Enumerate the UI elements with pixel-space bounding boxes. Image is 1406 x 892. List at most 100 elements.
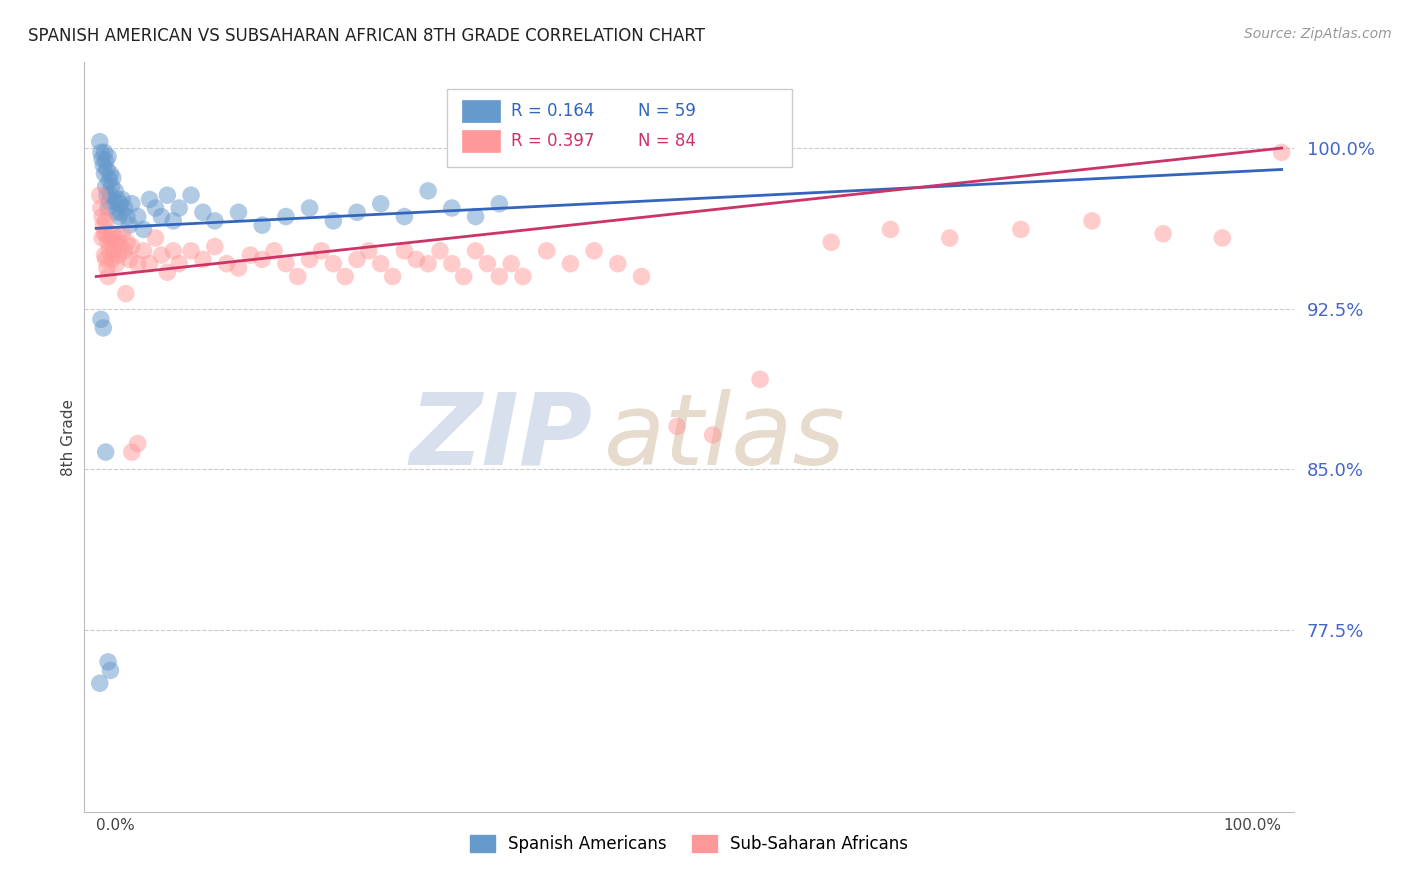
- Point: [440, 201, 463, 215]
- Point: [98, 244, 121, 258]
- Point: [405, 252, 427, 267]
- Point: [90, 201, 112, 215]
- Point: [418, 257, 440, 271]
- Point: [167, 257, 190, 271]
- Point: [91, 231, 114, 245]
- Point: [100, 664, 122, 678]
- Point: [98, 173, 121, 187]
- Point: [94, 153, 117, 168]
- Point: [145, 201, 167, 215]
- Point: [103, 194, 125, 209]
- Point: [104, 184, 127, 198]
- Point: [96, 162, 118, 177]
- Point: [298, 252, 321, 267]
- Point: [97, 201, 120, 215]
- Point: [239, 248, 262, 262]
- Point: [370, 257, 392, 271]
- Point: [429, 244, 451, 258]
- Point: [96, 188, 118, 202]
- Point: [100, 188, 122, 202]
- FancyBboxPatch shape: [447, 88, 792, 168]
- Point: [583, 244, 606, 258]
- Point: [91, 210, 114, 224]
- Point: [100, 231, 122, 245]
- Point: [101, 171, 124, 186]
- Point: [512, 269, 534, 284]
- Point: [89, 188, 111, 202]
- Point: [370, 196, 392, 211]
- Point: [1010, 222, 1032, 236]
- Point: [346, 205, 368, 219]
- Point: [298, 201, 321, 215]
- Point: [138, 193, 160, 207]
- Point: [488, 269, 510, 284]
- Point: [228, 260, 250, 275]
- Point: [630, 269, 652, 284]
- Point: [94, 252, 117, 267]
- Point: [91, 218, 114, 232]
- Point: [357, 244, 380, 258]
- Text: 100.0%: 100.0%: [1223, 818, 1282, 833]
- Point: [100, 179, 122, 194]
- Point: [501, 257, 523, 271]
- Point: [121, 239, 143, 253]
- Point: [156, 188, 179, 202]
- Point: [477, 257, 499, 271]
- Point: [1081, 214, 1104, 228]
- Text: N = 59: N = 59: [638, 103, 696, 120]
- Point: [204, 239, 226, 253]
- FancyBboxPatch shape: [461, 100, 501, 122]
- Point: [118, 218, 141, 232]
- Point: [96, 227, 118, 241]
- Point: [162, 244, 184, 258]
- Point: [111, 193, 134, 207]
- Point: [115, 235, 138, 250]
- Point: [702, 428, 724, 442]
- Point: [127, 436, 149, 450]
- Text: 0.0%: 0.0%: [96, 818, 135, 833]
- Point: [204, 214, 226, 228]
- Text: ZIP: ZIP: [409, 389, 592, 485]
- Point: [536, 244, 558, 258]
- Point: [150, 248, 173, 262]
- Point: [121, 196, 143, 211]
- Point: [560, 257, 582, 271]
- Point: [108, 239, 131, 253]
- Point: [101, 227, 124, 241]
- Text: SPANISH AMERICAN VS SUBSAHARAN AFRICAN 8TH GRADE CORRELATION CHART: SPANISH AMERICAN VS SUBSAHARAN AFRICAN 8…: [28, 27, 706, 45]
- Point: [115, 210, 138, 224]
- Text: R = 0.397: R = 0.397: [512, 132, 595, 150]
- Point: [94, 214, 117, 228]
- Text: N = 84: N = 84: [638, 132, 696, 150]
- Legend: Spanish Americans, Sub-Saharan Africans: Spanish Americans, Sub-Saharan Africans: [463, 828, 915, 860]
- Point: [97, 655, 120, 669]
- Point: [104, 235, 127, 250]
- Point: [93, 227, 115, 241]
- Point: [215, 257, 238, 271]
- Point: [1211, 231, 1233, 245]
- Point: [93, 248, 115, 262]
- Point: [191, 252, 214, 267]
- Point: [107, 248, 129, 262]
- Point: [89, 676, 111, 690]
- Point: [97, 235, 120, 250]
- Point: [127, 210, 149, 224]
- Point: [606, 257, 628, 271]
- Point: [100, 167, 122, 181]
- Point: [94, 445, 117, 459]
- Point: [666, 419, 689, 434]
- Point: [322, 214, 344, 228]
- Text: atlas: atlas: [605, 389, 846, 485]
- Point: [127, 257, 149, 271]
- Point: [381, 269, 404, 284]
- Point: [333, 269, 356, 284]
- Text: R = 0.164: R = 0.164: [512, 103, 595, 120]
- Point: [1152, 227, 1174, 241]
- Point: [91, 152, 114, 166]
- Point: [453, 269, 475, 284]
- Point: [162, 214, 184, 228]
- Point: [107, 231, 129, 245]
- Point: [180, 188, 202, 202]
- Point: [93, 145, 115, 160]
- Point: [488, 196, 510, 211]
